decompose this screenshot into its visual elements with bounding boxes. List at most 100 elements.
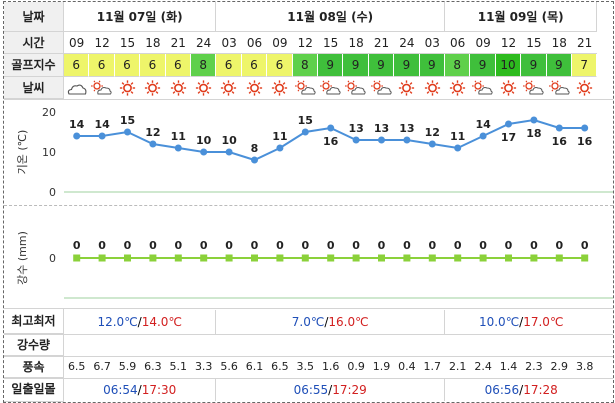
- minmax-cell-second: 14.0℃: [141, 315, 182, 329]
- wind-cell: 3.5: [296, 360, 315, 373]
- precip-point: [301, 254, 309, 262]
- wind-cell: 6.3: [144, 360, 162, 373]
- hour-cell: 12: [292, 32, 318, 54]
- golf-index-cell: 9: [470, 54, 496, 77]
- sun-cell: 06:54/17:30: [64, 379, 217, 401]
- temp-data-label: 16: [323, 135, 339, 148]
- golf-index-cell: 6: [140, 54, 166, 77]
- temp-point: [479, 132, 487, 140]
- precip-data-label: 0: [73, 239, 81, 252]
- wind-cell: 6.5: [271, 360, 289, 373]
- wind-cell: 0.9: [347, 360, 365, 373]
- golf-index-cell: 9: [394, 54, 420, 77]
- precip-data-label: 0: [200, 239, 208, 252]
- wind-cell: 3.8: [575, 360, 594, 373]
- precip-data-label: 0: [225, 239, 233, 252]
- wind-cell: 2.3: [525, 360, 543, 373]
- golf-index-cell: 8: [292, 54, 318, 77]
- sun-icon: [216, 79, 241, 97]
- precip-point: [174, 254, 182, 262]
- precip-data-label: 0: [327, 239, 335, 252]
- hour-cell: 15: [521, 32, 547, 54]
- precip-point: [327, 254, 335, 262]
- minmax-cell: 10.0℃/17.0℃: [445, 310, 597, 334]
- precip-amount-label: 강수량: [4, 334, 64, 356]
- precip-data-label: 0: [352, 239, 360, 252]
- temp-point: [378, 136, 385, 144]
- sun-icon: [267, 79, 292, 97]
- wind-cell: 5.9: [118, 360, 137, 373]
- precip-point: [403, 254, 411, 262]
- wind-label: 풍속: [4, 356, 64, 378]
- minmax-label: 최고최저: [4, 309, 64, 334]
- wind-cell: 2.9: [550, 360, 569, 373]
- hour-cell: 06: [241, 32, 268, 54]
- golf-index-cell: 6: [64, 54, 90, 77]
- hour-cell: 21: [165, 32, 191, 54]
- temp-data-label: 11: [450, 130, 465, 143]
- minmax-cell-first: 7.0℃: [291, 315, 325, 329]
- temp-data-label: 16: [577, 135, 593, 148]
- temp-point: [251, 156, 258, 164]
- temp-point: [555, 124, 563, 132]
- cloud-icon: [64, 79, 89, 97]
- weather-label: 날씨: [4, 77, 64, 99]
- sun-cell: 06:56/17:28: [445, 379, 597, 401]
- minmax-cell: 7.0℃/16.0℃: [216, 310, 445, 334]
- golf-index-cell: 6: [267, 54, 293, 77]
- golf-index-cell: 6: [89, 54, 115, 77]
- separator: /: [519, 315, 524, 329]
- hour-cell: 09: [64, 32, 90, 54]
- precip-data-label: 0: [454, 239, 462, 252]
- golf-index-cell: 10: [495, 54, 522, 77]
- golf-index-cell: 9: [368, 54, 395, 77]
- temperature-chart: 기온 (℃) 0 10 20 14 14 15 12 11 10 10 8 11 15 16 13 13 13…: [16, 106, 613, 199]
- partly-cloudy-icon: [521, 79, 546, 97]
- precip-data-label: 0: [581, 239, 589, 252]
- precip-data-label: 0: [403, 239, 411, 252]
- hour-cell: 18: [546, 32, 572, 54]
- hour-cell: 09: [470, 32, 496, 54]
- precip-point: [555, 254, 563, 262]
- precip-data-label: 0: [301, 239, 309, 252]
- temp-data-label: 17: [501, 131, 516, 144]
- precip-data-label: 0: [428, 239, 436, 252]
- temp-data-label: 16: [552, 135, 568, 148]
- time-label: 시간: [4, 32, 64, 54]
- temp-data-label: 14: [94, 118, 110, 131]
- hour-cell: 03: [216, 32, 242, 54]
- temp-point: [225, 148, 233, 156]
- hour-cell: 24: [394, 32, 420, 54]
- golf-index-cell: 9: [343, 54, 369, 77]
- temp-point: [124, 128, 131, 136]
- temp-point: [200, 148, 208, 156]
- sun-icon: [394, 79, 419, 97]
- precip-point: [124, 254, 131, 262]
- golf-index-label: 골프지수: [4, 54, 64, 77]
- precip-point: [251, 254, 258, 262]
- wind-cell: 0.4: [398, 360, 416, 373]
- separator: /: [137, 383, 142, 397]
- golf-index-cell: 6: [114, 54, 141, 77]
- separator: /: [137, 315, 142, 329]
- precip-data-label: 0: [276, 239, 284, 252]
- partly-cloudy-icon: [547, 79, 572, 97]
- wind-cell: 1.6: [321, 360, 340, 373]
- precipitation-chart: 강수 (mm) 0 0 0 0 0 0 0 0 0 0 0 0 0 0 0 0 0 0 0 0 0 0: [16, 231, 613, 299]
- temp-point: [301, 128, 309, 136]
- precip-point: [428, 254, 436, 262]
- wind-cell: 5.1: [169, 360, 188, 373]
- temp-point: [454, 144, 462, 152]
- golf-index-cell: 6: [165, 54, 191, 77]
- precip-data-label: 0: [479, 239, 487, 252]
- hour-cell: 09: [267, 32, 293, 54]
- temp-data-label: 10: [196, 134, 212, 147]
- precip-data-label: 0: [530, 239, 538, 252]
- golf-index-cell: 6: [216, 54, 242, 77]
- hour-cell: 15: [114, 32, 141, 54]
- separator: /: [328, 383, 333, 397]
- temp-tick-label: 0: [49, 186, 56, 199]
- sun-icon: [572, 79, 597, 97]
- precip-data-label: 0: [251, 239, 259, 252]
- sun-icon: [191, 79, 216, 97]
